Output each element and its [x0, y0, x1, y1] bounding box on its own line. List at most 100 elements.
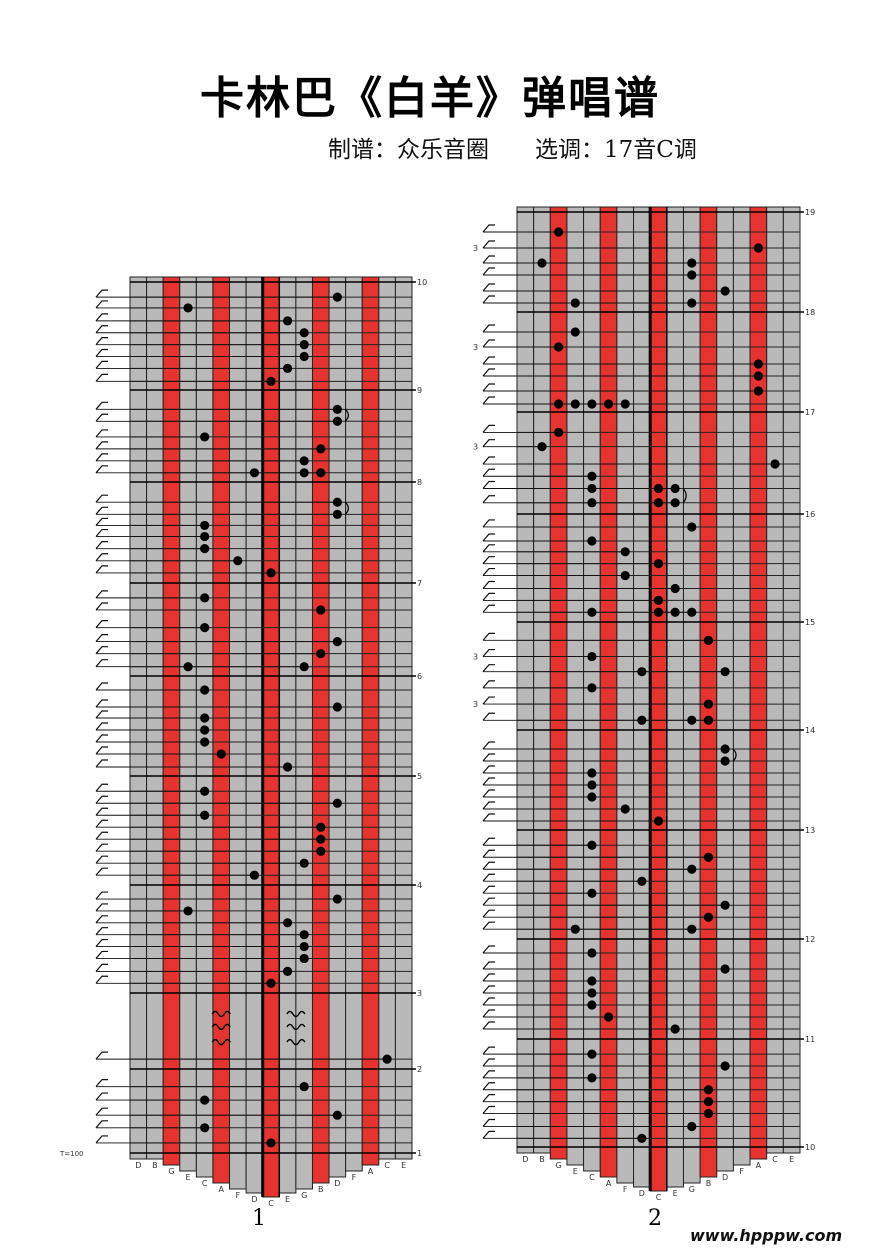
note-dot	[570, 399, 580, 409]
note-flag-icon	[482, 267, 495, 276]
note-dot	[299, 858, 309, 868]
note-dot	[620, 570, 630, 581]
note-dot	[200, 810, 210, 820]
note-dot	[299, 340, 309, 350]
note-dot	[720, 900, 730, 910]
tine-label: G	[301, 1191, 307, 1200]
note-dot	[620, 399, 630, 409]
measure-number: 4	[417, 881, 422, 890]
note-dot	[587, 888, 597, 898]
note-dot	[587, 948, 597, 958]
measure-number: 10	[805, 1143, 815, 1152]
note-flag-icon	[482, 945, 495, 954]
note-flag-icon	[482, 1094, 495, 1103]
note-flag-icon	[482, 680, 495, 689]
triplet-label: 3	[473, 443, 478, 452]
note-dot	[587, 607, 597, 617]
tine-E	[278, 276, 297, 1194]
note-flag-icon	[482, 533, 495, 542]
note-dot	[200, 1095, 210, 1105]
note-flag-icon	[95, 722, 108, 731]
tine-label: F	[739, 1167, 744, 1176]
tine-label: C	[656, 1193, 662, 1202]
note-dot	[587, 471, 597, 481]
note-dot	[316, 834, 326, 844]
tine-label: A	[756, 1161, 762, 1170]
tie-mark	[732, 748, 737, 762]
note-flag-icon	[482, 648, 495, 657]
note-dot	[554, 227, 564, 237]
note-flag-icon	[482, 544, 495, 553]
note-flag-icon	[95, 528, 108, 537]
measure-number: 7	[417, 579, 422, 588]
note-flag-icon	[95, 289, 108, 298]
note-flag-icon	[95, 565, 108, 574]
note-dot	[653, 559, 664, 569]
note-flag-icon	[482, 712, 495, 721]
triplet-label: 3	[473, 653, 478, 662]
note-dot	[637, 667, 647, 677]
note-dot	[282, 918, 293, 928]
tine-E	[666, 206, 684, 1188]
note-flag-icon	[482, 897, 495, 906]
note-dot	[299, 953, 309, 964]
note-flag-icon	[95, 541, 108, 550]
note-flag-icon	[95, 807, 108, 816]
tine-D	[633, 206, 651, 1188]
note-dot	[703, 1097, 714, 1107]
tine-label: E	[401, 1161, 406, 1170]
tine-D	[516, 206, 535, 1154]
tine-label: B	[539, 1155, 545, 1164]
note-dot	[282, 316, 293, 326]
note-dot	[720, 756, 730, 766]
note-flag-icon	[95, 553, 108, 562]
note-flag-icon	[482, 468, 495, 477]
note-flag-icon	[95, 759, 108, 768]
note-dot	[332, 798, 342, 808]
note-flag-icon	[482, 973, 495, 982]
note-dot	[587, 1000, 597, 1010]
note-dot	[703, 635, 714, 645]
tine-label: C	[268, 1199, 274, 1208]
note-dot	[753, 386, 763, 396]
title-text: 卡林巴《白羊》弹唱谱	[200, 73, 660, 124]
note-dot	[249, 468, 260, 478]
note-flag-icon	[482, 396, 495, 405]
note-flag-icon	[482, 439, 495, 448]
tine-label: E	[186, 1173, 191, 1182]
note-dot	[687, 715, 697, 725]
note-dot	[703, 699, 714, 709]
tie-mark	[682, 488, 687, 504]
note-flag-icon	[95, 927, 108, 936]
note-dot	[637, 715, 647, 725]
note-dot	[554, 342, 564, 352]
note-dot	[200, 737, 210, 747]
note-flag-icon	[482, 1070, 495, 1079]
tine-D	[716, 206, 734, 1172]
note-flag-icon	[482, 985, 495, 994]
note-flag-icon	[482, 1058, 495, 1067]
note-flag-icon	[95, 602, 108, 611]
note-dot	[382, 1054, 392, 1064]
note-flag-icon	[482, 1105, 495, 1114]
note-dot	[720, 667, 730, 677]
note-dot	[770, 459, 780, 469]
note-dot	[587, 498, 597, 508]
note-flag-icon	[482, 873, 495, 882]
note-dot	[316, 822, 326, 832]
note-dot	[637, 876, 647, 886]
note-flag-icon	[95, 517, 108, 526]
note-flag-icon	[95, 401, 108, 410]
note-dot	[332, 292, 342, 302]
note-dot	[570, 298, 580, 308]
note-dot	[653, 607, 664, 617]
note-dot	[587, 1073, 597, 1083]
note-flag-icon	[482, 383, 495, 392]
tine-label: F	[236, 1191, 241, 1200]
tablature-chart-1: D B G E C A F D C E G B D F A C E 10 9 8 7 6 5 4 3 2 1 T=100	[59, 276, 427, 1208]
measure-number: 3	[417, 989, 422, 998]
note-dot	[620, 804, 630, 814]
note-dot	[720, 286, 730, 296]
note-flag-icon	[482, 283, 495, 292]
note-dot	[282, 966, 293, 977]
